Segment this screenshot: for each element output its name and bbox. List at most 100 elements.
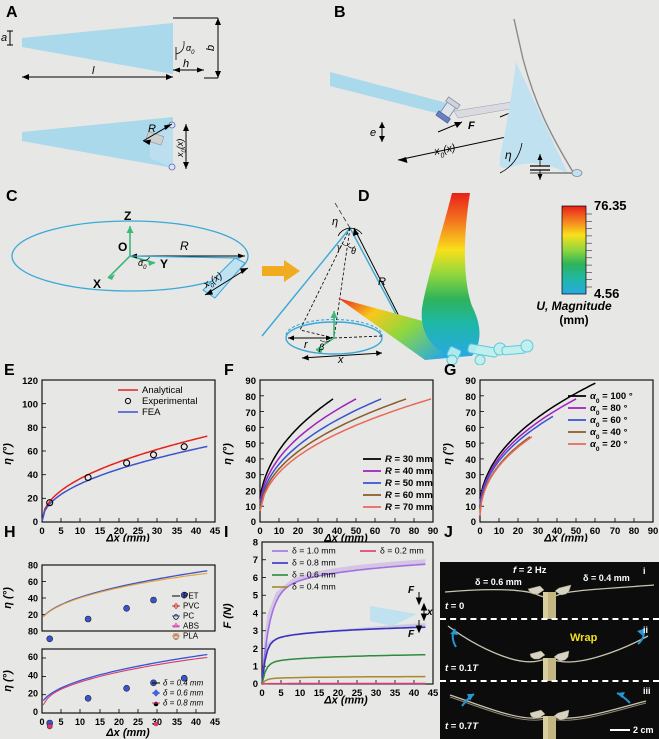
svg-text:x: x: [426, 607, 433, 618]
svg-text:30: 30: [245, 471, 256, 482]
svg-text:10: 10: [75, 717, 85, 727]
svg-text:20: 20: [245, 486, 256, 497]
svg-text:8: 8: [253, 538, 258, 549]
svg-text:η: η: [505, 148, 512, 162]
svg-text:Analytical: Analytical: [142, 385, 183, 396]
svg-text:40: 40: [409, 688, 420, 699]
svg-text:i: i: [643, 566, 646, 576]
svg-text:45: 45: [428, 688, 439, 699]
svg-text:Δx (mm): Δx (mm): [543, 533, 588, 543]
svg-text:0: 0: [471, 517, 476, 528]
svg-text:f = 2 Hz: f = 2 Hz: [513, 565, 547, 576]
svg-text:Δx (mm): Δx (mm): [105, 727, 150, 739]
svg-text:O: O: [118, 240, 127, 254]
svg-text:50: 50: [465, 439, 476, 450]
svg-text:0: 0: [253, 679, 258, 690]
svg-text:δ = 0.6 mm: δ = 0.6 mm: [163, 689, 204, 698]
svg-text:80: 80: [245, 392, 256, 403]
svg-text:δ = 0.6 mm: δ = 0.6 mm: [475, 577, 522, 587]
svg-text:F (N): F (N): [222, 603, 234, 628]
svg-text:90: 90: [465, 376, 476, 387]
svg-text:90: 90: [648, 526, 659, 537]
svg-text:3: 3: [253, 626, 258, 637]
svg-text:40: 40: [245, 455, 256, 466]
svg-text:60: 60: [28, 577, 38, 587]
svg-text:30: 30: [533, 526, 544, 537]
svg-text:70: 70: [465, 408, 476, 419]
svg-text:60: 60: [27, 447, 38, 458]
svg-text:60: 60: [28, 652, 38, 662]
svg-text:7: 7: [253, 555, 258, 566]
svg-text:60: 60: [590, 526, 601, 537]
svg-text:30: 30: [371, 688, 382, 699]
svg-text:F: F: [408, 629, 415, 640]
svg-text:Z: Z: [124, 209, 131, 223]
svg-text:10: 10: [295, 688, 306, 699]
svg-text:δ = 0.6 mm: δ = 0.6 mm: [292, 570, 336, 580]
svg-text:R = 30 mm: R = 30 mm: [385, 454, 433, 465]
svg-text:R: R: [180, 239, 189, 253]
svg-text:F: F: [468, 120, 475, 132]
svg-text:30: 30: [465, 471, 476, 482]
svg-text:5: 5: [253, 591, 259, 602]
svg-text:t = 0: t = 0: [445, 601, 464, 612]
svg-text:r: r: [304, 339, 309, 351]
svg-text:120: 120: [22, 376, 38, 387]
svg-text:80: 80: [27, 423, 38, 434]
svg-text:Experimental: Experimental: [142, 396, 197, 407]
svg-text:R = 70 mm: R = 70 mm: [385, 502, 433, 513]
svg-text:l: l: [92, 65, 95, 77]
svg-text:70: 70: [610, 526, 621, 537]
svg-text:F: F: [408, 585, 415, 596]
svg-text:R = 50 mm: R = 50 mm: [385, 478, 433, 489]
svg-text:t = 0.1T: t = 0.1T: [445, 663, 479, 674]
svg-text:0: 0: [33, 707, 38, 717]
svg-text:δ: δ: [528, 183, 535, 184]
svg-text:x0(x): x0(x): [432, 142, 457, 161]
svg-text:PLA: PLA: [183, 632, 199, 641]
svg-text:δ = 0.4 mm: δ = 0.4 mm: [292, 582, 336, 592]
svg-text:η (°): η (°): [442, 443, 454, 465]
svg-text:(mm): (mm): [559, 313, 588, 327]
svg-text:40: 40: [27, 470, 38, 481]
svg-text:η (°): η (°): [2, 587, 14, 609]
svg-text:h: h: [183, 58, 189, 70]
svg-text:40: 40: [191, 717, 201, 727]
svg-text:35: 35: [390, 688, 401, 699]
svg-text:R = 40 mm: R = 40 mm: [385, 466, 433, 477]
svg-text:5: 5: [58, 717, 63, 727]
svg-text:70: 70: [245, 408, 256, 419]
svg-text:6: 6: [253, 573, 258, 584]
svg-text:ABS: ABS: [183, 622, 199, 631]
svg-text:10: 10: [465, 502, 476, 513]
svg-text:25: 25: [133, 717, 143, 727]
svg-text:a: a: [1, 32, 7, 44]
svg-text:η (°): η (°): [222, 443, 234, 465]
svg-text:δ = 0.4 mm: δ = 0.4 mm: [163, 679, 204, 688]
svg-text:50: 50: [245, 439, 256, 450]
svg-text:R: R: [148, 123, 156, 135]
svg-text:80: 80: [28, 561, 38, 571]
svg-text:1: 1: [253, 662, 259, 673]
svg-text:FEA: FEA: [142, 407, 161, 418]
svg-text:15: 15: [95, 717, 105, 727]
svg-text:PC: PC: [183, 612, 194, 621]
svg-text:60: 60: [245, 424, 256, 435]
svg-text:40: 40: [28, 670, 38, 680]
svg-text:α0: α0: [186, 43, 195, 56]
svg-text:76.35: 76.35: [594, 198, 627, 213]
svg-text:10: 10: [245, 502, 256, 513]
svg-text:PVC: PVC: [183, 602, 200, 611]
svg-text:80: 80: [28, 627, 38, 637]
svg-text:Δx (mm): Δx (mm): [323, 695, 368, 707]
svg-text:U, Magnitude: U, Magnitude: [536, 299, 612, 313]
svg-text:0: 0: [477, 526, 482, 537]
svg-text:η (°): η (°): [2, 670, 14, 692]
svg-text:Y: Y: [160, 257, 168, 271]
svg-text:β: β: [318, 342, 324, 352]
svg-text:20: 20: [114, 717, 124, 727]
svg-text:2 cm: 2 cm: [633, 725, 654, 735]
svg-text:40: 40: [465, 455, 476, 466]
svg-text:b: b: [205, 45, 217, 51]
svg-text:0: 0: [39, 717, 44, 727]
